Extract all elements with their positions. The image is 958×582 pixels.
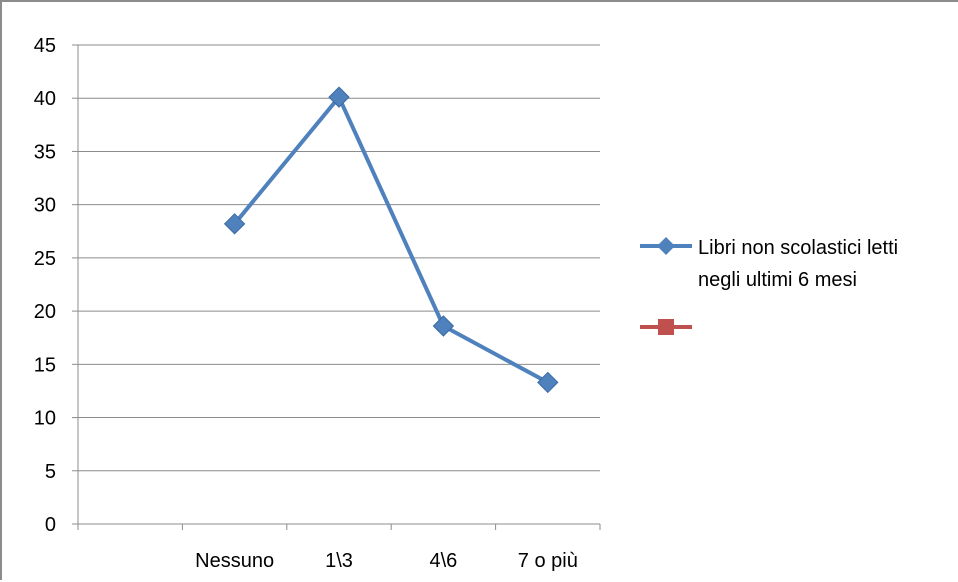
legend-label: negli ultimi 6 mesi [698,269,857,291]
legend-marker-0 [657,237,675,255]
y-tick-label: 25 [34,248,56,270]
legend-label: Libri non scolastici letti [698,237,898,259]
y-tick-label: 15 [34,354,56,376]
series-line-0 [233,95,549,385]
data-point [537,371,559,394]
data-point [328,86,350,108]
y-tick-label: 30 [34,195,56,217]
x-tick-label: 4\6 [429,550,457,572]
y-tick-label: 35 [34,141,56,163]
x-tick-label: 7 o più [518,550,578,572]
x-tick-label: 1\3 [325,550,353,572]
y-tick-label: 45 [34,35,56,57]
y-tick-label: 20 [34,301,56,323]
data-point [432,315,455,337]
y-tick-label: 0 [45,514,56,536]
x-tick-label: Nessuno [195,550,274,572]
y-tick-label: 5 [45,461,56,483]
y-tick-label: 40 [34,88,56,110]
legend-marker-1 [658,319,674,335]
data-point [223,213,246,235]
y-tick-label: 10 [34,408,56,430]
